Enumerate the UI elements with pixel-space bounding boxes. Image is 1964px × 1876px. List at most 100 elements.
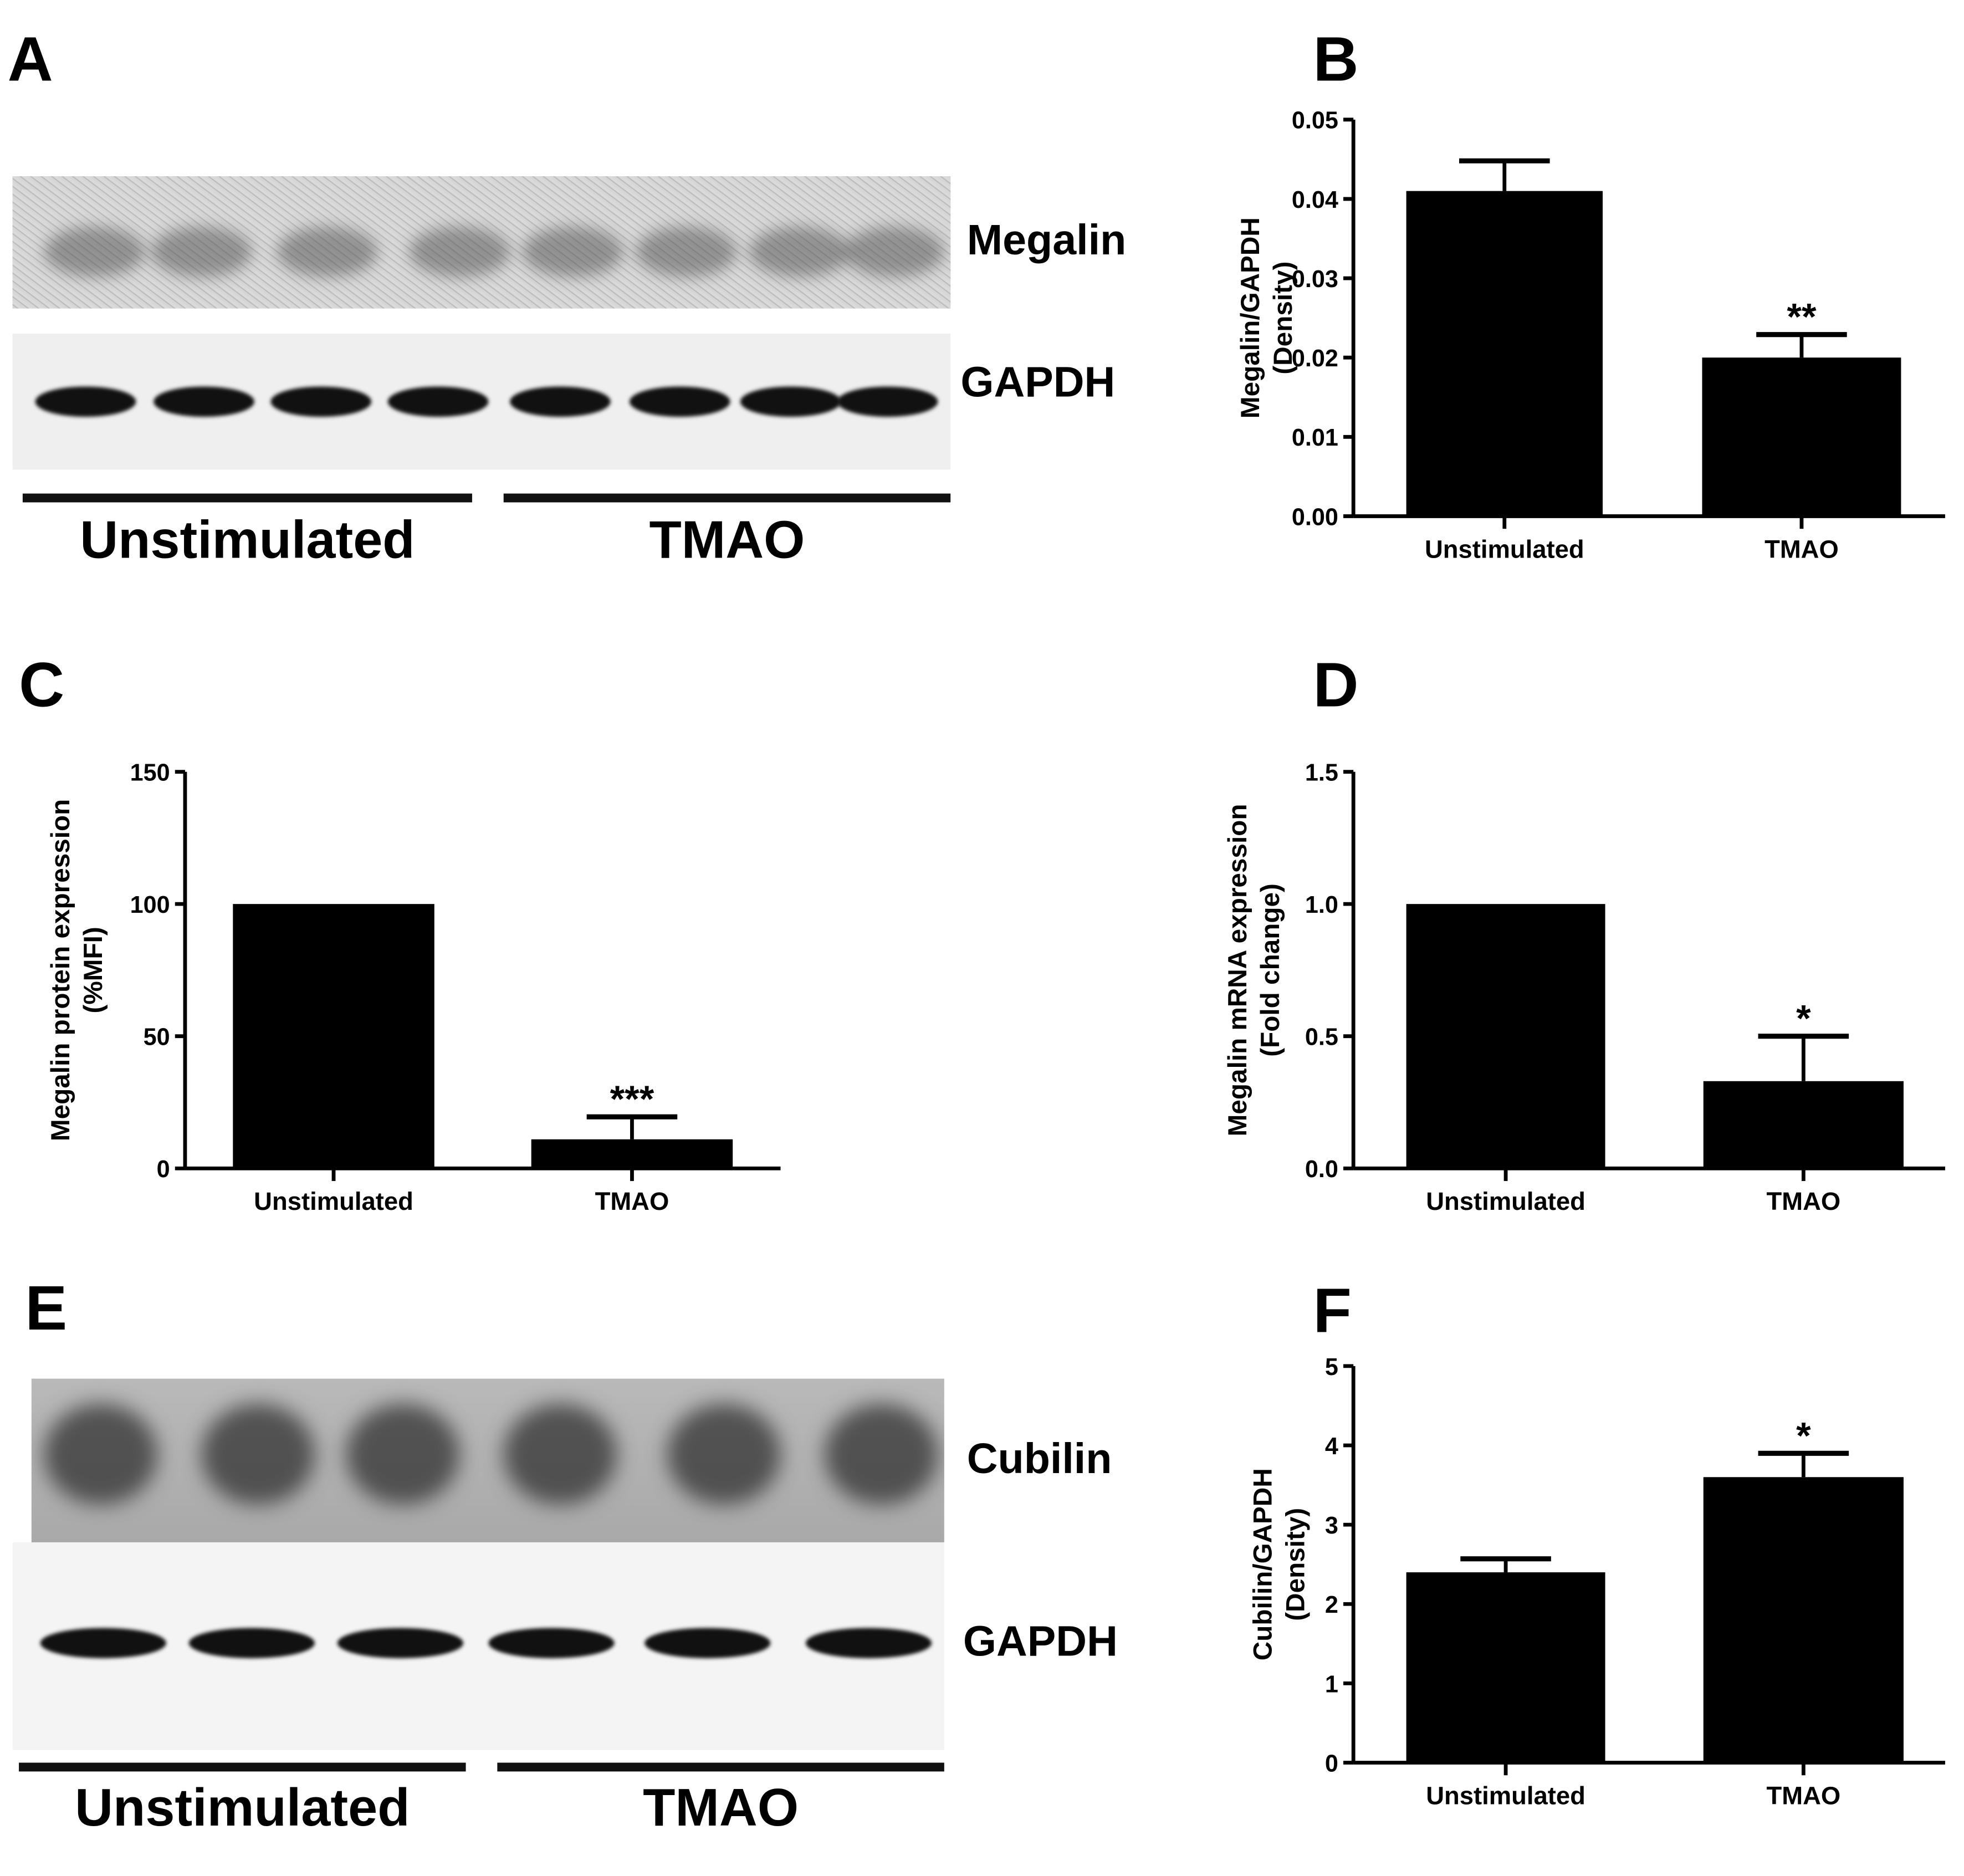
y-tick-label: 0.05 xyxy=(1292,108,1338,134)
blot-band xyxy=(188,1628,315,1658)
panel-letter-b: B xyxy=(1313,24,1359,95)
y-tick-label: 4 xyxy=(1325,1433,1338,1460)
y-tick-label: 1.0 xyxy=(1305,892,1338,918)
megalin-blot xyxy=(12,176,951,309)
group-line-unstimulated-e xyxy=(19,1762,466,1772)
y-tick-label: 0.03 xyxy=(1292,266,1338,293)
x-tick-label: Unstimulated xyxy=(254,1187,413,1215)
blot-band xyxy=(740,386,841,417)
blot-band xyxy=(636,226,737,277)
y-tick-label: 0.02 xyxy=(1292,345,1338,372)
bar-unstimulated xyxy=(1406,1572,1605,1763)
blot-band xyxy=(40,1628,166,1658)
y-axis-label: Megalin mRNA expression xyxy=(1223,804,1252,1137)
x-tick-label: Unstimulated xyxy=(1426,1187,1585,1215)
y-tick-label: 5 xyxy=(1325,1354,1338,1381)
blot-band xyxy=(337,1628,464,1658)
panel-letter-a: A xyxy=(7,24,53,95)
group-line-unstimulated-a xyxy=(22,493,472,503)
blot-band xyxy=(35,386,136,417)
megalin-label: Megalin xyxy=(966,216,1127,265)
blot-band xyxy=(346,1404,460,1505)
y-tick-label: 3 xyxy=(1325,1512,1338,1539)
panel-letter-d: D xyxy=(1313,650,1359,720)
significance-marker: * xyxy=(1796,998,1811,1040)
y-axis-label: (Density) xyxy=(1281,1508,1311,1621)
gapdh-label-a: GAPDH xyxy=(960,359,1116,407)
panel-letter-f: F xyxy=(1313,1275,1352,1346)
group-line-tmao-e xyxy=(497,1762,944,1772)
y-axis-label: (%MFI) xyxy=(79,927,108,1013)
cubilin-label: Cubilin xyxy=(966,1435,1112,1484)
blot-band xyxy=(749,226,850,277)
y-tick-label: 0.0 xyxy=(1305,1156,1338,1183)
y-tick-label: 1 xyxy=(1325,1671,1338,1698)
cubilin-blot xyxy=(31,1378,944,1542)
x-tick-label: TMAO xyxy=(1766,1781,1840,1809)
y-tick-label: 1.5 xyxy=(1305,760,1338,786)
significance-marker: ** xyxy=(1787,296,1817,338)
bar-unstimulated xyxy=(1406,904,1605,1169)
significance-marker: *** xyxy=(610,1078,654,1120)
chart-f: 0 1 2 3 4 5 Cubilin/GAPDH (Density) Unstimulated… xyxy=(1249,1354,1945,1809)
x-tick-label: Unstimulated xyxy=(1425,535,1584,563)
blot-band xyxy=(277,226,378,277)
group-label-tmao-a: TMAO xyxy=(649,510,805,569)
y-axis-label: (Fold change) xyxy=(1256,883,1285,1057)
blot-band xyxy=(201,1404,315,1505)
y-axis-label: Cubilin/GAPDH xyxy=(1249,1468,1278,1660)
y-tick-label: 50 xyxy=(144,1024,170,1051)
blot-band xyxy=(151,226,252,277)
bar-tmao xyxy=(1703,1477,1904,1763)
y-tick-label: 100 xyxy=(130,892,170,918)
blot-band xyxy=(409,226,510,277)
gapdh-blot-e xyxy=(12,1542,944,1750)
x-tick-label: TMAO xyxy=(1764,535,1839,563)
group-label-unstimulated-e: Unstimulated xyxy=(75,1777,410,1837)
panel-letter-e: E xyxy=(25,1272,68,1344)
blot-band xyxy=(44,1404,157,1505)
y-tick-label: 0 xyxy=(157,1156,170,1183)
blot-band xyxy=(387,386,489,417)
blot-band xyxy=(503,1404,617,1505)
y-tick-label: 150 xyxy=(130,760,170,786)
blot-band xyxy=(645,1628,771,1658)
blot-band xyxy=(837,386,938,417)
y-tick-label: 0 xyxy=(1325,1750,1338,1777)
y-tick-label: 2 xyxy=(1325,1592,1338,1618)
blot-band xyxy=(154,386,254,417)
chart-b: 0.00 0.01 0.02 0.03 0.04 0.05 Megalin/GAPDH (De… xyxy=(1236,108,1945,563)
bar-tmao xyxy=(531,1139,733,1169)
group-label-unstimulated-a: Unstimulated xyxy=(80,510,415,569)
blot-band xyxy=(843,226,944,277)
chart-d: 0.0 0.5 1.0 1.5 Megalin mRNA expression (Fold… xyxy=(1223,760,1945,1215)
y-axis-label: Megalin protein expression xyxy=(46,799,75,1141)
blot-band xyxy=(270,386,372,417)
panel-letter-c: C xyxy=(19,650,65,720)
y-axis-label: Megalin/GAPDH xyxy=(1236,217,1265,418)
y-axis-label: (Density) xyxy=(1269,262,1298,375)
chart-c: 0 50 100 150 Megalin protein expression (%MFI… xyxy=(46,760,781,1215)
significance-marker: * xyxy=(1796,1414,1811,1456)
x-tick-label: Unstimulated xyxy=(1426,1781,1585,1809)
y-tick-label: 0.01 xyxy=(1292,425,1338,451)
y-tick-label: 0.5 xyxy=(1305,1024,1338,1051)
blot-band xyxy=(522,226,623,277)
gapdh-blot-a xyxy=(12,334,951,470)
y-tick-label: 0.00 xyxy=(1292,504,1338,530)
bar-tmao xyxy=(1703,1081,1904,1169)
blot-band xyxy=(629,386,730,417)
blot-band xyxy=(488,1628,615,1658)
gapdh-label-e: GAPDH xyxy=(963,1618,1118,1666)
group-line-tmao-a xyxy=(503,493,951,503)
bar-tmao xyxy=(1702,357,1901,517)
bar-unstimulated xyxy=(233,904,434,1169)
group-label-tmao-e: TMAO xyxy=(643,1777,799,1837)
x-tick-label: TMAO xyxy=(595,1187,669,1215)
x-tick-label: TMAO xyxy=(1766,1187,1840,1215)
blot-band xyxy=(44,226,145,277)
blot-band xyxy=(510,386,611,417)
blot-band xyxy=(805,1628,932,1658)
